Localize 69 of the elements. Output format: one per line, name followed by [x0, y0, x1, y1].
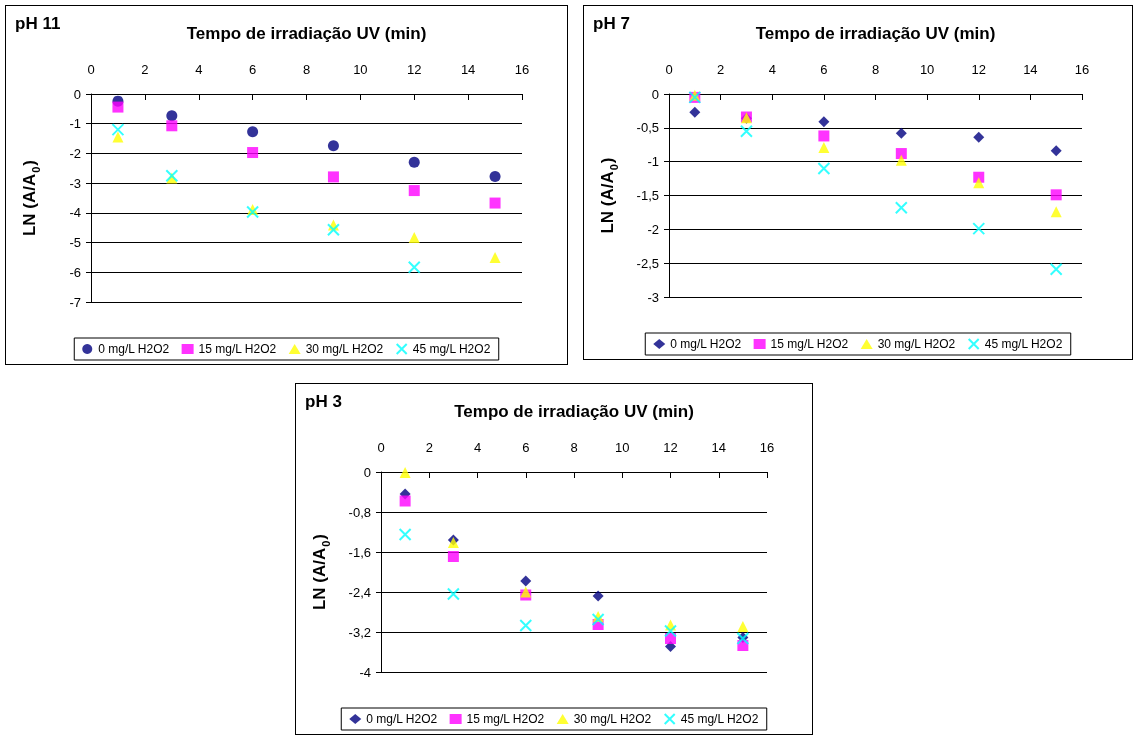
y-tick-label: -3 — [69, 175, 81, 191]
chart-title: pH 3 — [305, 392, 342, 411]
y-tick-label: -0,8 — [348, 504, 371, 520]
x-tick-label: 8 — [302, 62, 311, 77]
x-tick-label: 14 — [460, 62, 476, 77]
x-tick-label: 2 — [141, 62, 149, 77]
y-tick-label: -4 — [359, 664, 371, 680]
x-tick-label: 4 — [768, 62, 776, 77]
x-tick-label: 0 — [87, 62, 95, 77]
x-tick-label: 16 — [514, 62, 530, 77]
chart-title: pH 7 — [593, 14, 630, 33]
x-tick-label: 16 — [1074, 62, 1090, 77]
x-tick-label: 6 — [249, 62, 257, 77]
legend-label: 0 mg/L H2O2 — [366, 712, 438, 726]
x-tick-label: 6 — [522, 440, 530, 455]
y-tick-label: -1 — [647, 154, 659, 170]
x-tick-label: 12 — [407, 62, 422, 77]
legend-label: 45 mg/L H2O2 — [412, 342, 491, 356]
y-tick-label: -2,4 — [348, 584, 371, 600]
y-tick-label: 0 — [651, 86, 659, 102]
y-tick-label: -5 — [69, 235, 81, 251]
y-tick-label: -2 — [647, 221, 659, 237]
y-axis-title: LN (A/A0) — [19, 159, 42, 237]
y-tick-label: -6 — [69, 264, 81, 280]
y-tick-label: -1,5 — [636, 188, 659, 203]
legend-label: 15 mg/L H2O2 — [198, 342, 277, 356]
x-tick-label: 8 — [570, 440, 578, 455]
chart-title: pH 11 — [15, 14, 61, 33]
y-axis-title: LN (A/A0) — [597, 157, 620, 234]
x-tick-label: 10 — [615, 440, 630, 455]
y-tick-label: -3 — [647, 289, 659, 305]
x-tick-label: 10 — [353, 62, 368, 77]
y-tick-label: -3,2 — [348, 624, 371, 640]
legend-label: 30 mg/L H2O2 — [573, 712, 652, 726]
x-axis-title: Tempo de irradiação UV (min) — [454, 402, 694, 421]
y-tick-label: -4 — [69, 205, 81, 221]
x-tick-label: 12 — [971, 62, 986, 77]
legend-label: 30 mg/L H2O2 — [305, 342, 384, 356]
x-tick-label: 0 — [377, 440, 385, 455]
y-axis-title: LN (A/A0) — [309, 533, 332, 611]
legend-label: 0 mg/L H2O2 — [670, 337, 742, 351]
legend-label: 45 mg/L H2O2 — [984, 337, 1063, 351]
legend-label: 15 mg/L H2O2 — [770, 337, 849, 351]
x-tick-label: 0 — [665, 62, 673, 77]
x-tick-label: 14 — [711, 440, 726, 455]
x-tick-label: 4 — [473, 440, 482, 455]
legend-label: 45 mg/L H2O2 — [680, 712, 759, 726]
legend-label: 15 mg/L H2O2 — [466, 712, 545, 726]
x-tick-label: 16 — [759, 440, 775, 455]
x-tick-label: 2 — [717, 62, 725, 77]
y-tick-label: 0 — [363, 464, 371, 480]
x-tick-label: 2 — [425, 440, 433, 455]
x-tick-label: 8 — [871, 62, 880, 77]
x-axis-title: Tempo de irradiação UV (min) — [186, 24, 427, 43]
x-tick-label: 6 — [820, 62, 828, 77]
y-tick-label: -2 — [69, 145, 81, 161]
y-tick-label: -1 — [69, 116, 81, 132]
x-tick-label: 4 — [195, 62, 203, 77]
y-tick-label: -1,6 — [348, 544, 371, 560]
x-tick-label: 10 — [919, 62, 935, 77]
x-axis-title: Tempo de irradiação UV (min) — [755, 24, 996, 43]
legend-label: 30 mg/L H2O2 — [877, 337, 956, 351]
y-tick-label: -2,5 — [636, 255, 659, 271]
legend-label: 0 mg/L H2O2 — [98, 342, 170, 356]
x-tick-label: 12 — [663, 440, 678, 455]
y-tick-label: -0,5 — [636, 120, 659, 136]
y-tick-label: 0 — [73, 86, 81, 102]
y-tick-label: -7 — [69, 294, 81, 310]
x-tick-label: 14 — [1023, 62, 1038, 77]
